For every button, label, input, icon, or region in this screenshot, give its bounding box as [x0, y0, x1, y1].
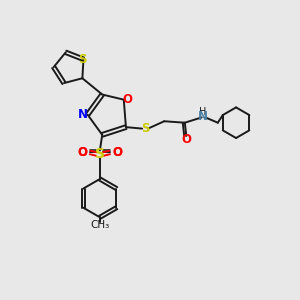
Text: O: O [78, 146, 88, 159]
Text: H: H [200, 107, 207, 117]
Text: S: S [141, 122, 149, 135]
Text: O: O [112, 146, 122, 159]
Text: S: S [95, 147, 105, 161]
Text: O: O [78, 146, 88, 159]
Text: O: O [112, 146, 122, 159]
Text: CH₃: CH₃ [90, 220, 110, 230]
Text: O: O [181, 133, 191, 146]
Text: S: S [78, 53, 86, 66]
Text: N: N [198, 110, 208, 123]
Text: O: O [122, 93, 132, 106]
Text: N: N [78, 108, 88, 121]
